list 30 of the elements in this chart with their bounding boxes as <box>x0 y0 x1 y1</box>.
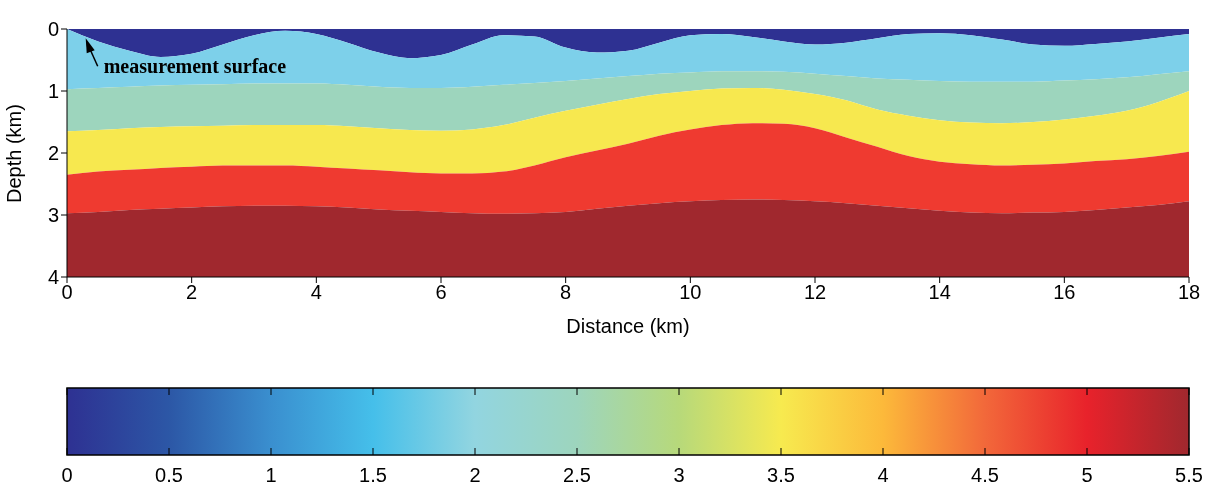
y-tick-label: 1 <box>47 80 59 103</box>
color-bar-label: 5 <box>1081 464 1093 486</box>
x-tick-label: 10 <box>679 281 702 304</box>
color-bar-label: 2 <box>469 464 481 486</box>
y-tick-label: 2 <box>47 142 59 165</box>
color-bar-label: 3.5 <box>767 464 795 486</box>
x-axis-title: Distance (km) <box>566 315 690 337</box>
color-bar-label: 4.5 <box>971 464 999 486</box>
y-axis-title: Depth (km) <box>3 104 26 203</box>
x-tick-label: 18 <box>1177 281 1201 304</box>
color-bar-label: 1 <box>265 464 277 486</box>
color-bar-label: 3 <box>673 464 685 486</box>
x-tick-label: 16 <box>1053 281 1076 304</box>
x-tick-label: 14 <box>928 281 951 304</box>
color-bar-label: 5.5 <box>1175 464 1203 486</box>
x-tick-label: 4 <box>310 281 322 304</box>
x-tick-label: 2 <box>186 281 198 304</box>
y-tick-label: 0 <box>47 18 59 41</box>
y-tick-label: 3 <box>47 204 59 227</box>
color-bar-label: 4 <box>877 464 889 486</box>
x-tick-label: 6 <box>435 281 447 304</box>
color-bar-label: 2.5 <box>563 464 591 486</box>
annotation: measurement surface <box>103 55 287 78</box>
x-tick-label: 0 <box>61 281 73 304</box>
color-bar-label: 0.5 <box>155 464 183 486</box>
x-tick-label: 12 <box>803 281 827 304</box>
x-tick-label: 8 <box>560 281 572 304</box>
color-bar-label: 0 <box>61 464 73 486</box>
color-bar-label: 1.5 <box>359 464 387 486</box>
y-tick-label: 4 <box>47 266 59 289</box>
